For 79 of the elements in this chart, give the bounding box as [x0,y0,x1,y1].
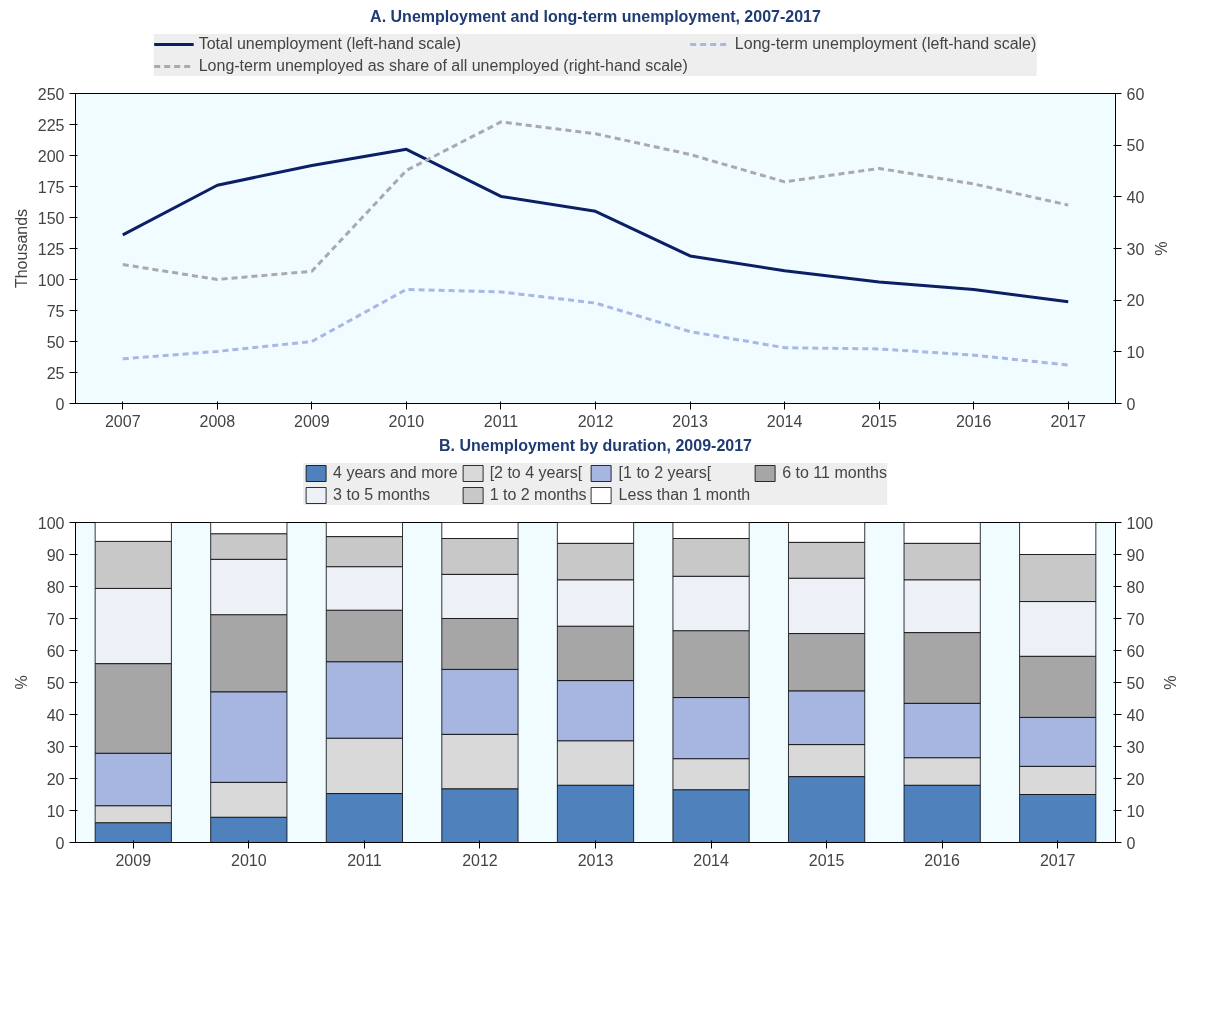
y-tick-label: 90 [46,546,65,564]
x-tick-label: 2010 [388,412,425,430]
y2-tick-label: 0 [1126,834,1136,852]
y2-tick-label: 60 [1126,642,1145,660]
y-tick-label: 40 [46,706,65,724]
y2-axis-title: % [1152,241,1170,256]
y-tick-label: 0 [55,834,65,852]
x-tick-label: 2007 [104,412,141,430]
line-series [121,287,1070,367]
y2-tick-label: 70 [1126,610,1145,628]
y-tick-label: 100 [37,514,65,532]
y2-tick-label: 40 [1126,706,1145,724]
chart-title: B. Unemployment by duration, 2009-2017 [439,436,753,454]
y2-tick-label: 50 [1126,674,1145,692]
x-tick-label: 2015 [861,412,898,430]
y-tick-label: 125 [37,240,65,258]
legend-label: [1 to 2 years[ [618,464,712,482]
y2-tick-label: 30 [1126,738,1145,756]
legend-label: Less than 1 month [618,486,751,504]
y2-tick-label: 30 [1126,240,1145,258]
legend-label: Total unemployment (left-hand scale) [198,35,462,53]
y2-tick-label: 0 [1126,395,1136,413]
y-tick-label: 50 [46,674,65,692]
legend-label: Long-term unemployment (left-hand scale) [734,35,1037,53]
x-tick-label: 2012 [462,851,498,869]
chart-title: A. Unemployment and long-term unemployment, 2007-2017 [370,7,821,25]
x-tick-label: 2009 [115,851,152,869]
line-series [121,147,1070,304]
y2-tick-label: 60 [1126,85,1145,103]
y-tick-label: 70 [46,610,65,628]
x-tick-label: 2016 [924,851,961,869]
x-tick-label: 2014 [766,412,803,430]
x-tick-label: 2014 [693,851,729,869]
y-tick-label: 30 [46,738,65,756]
legend-label: 4 years and more [333,464,458,482]
y2-tick-label: 20 [1126,292,1145,310]
x-tick-label: 2015 [808,851,845,869]
y-tick-label: 75 [46,302,65,320]
legend-label: Long-term unemployed as share of all unemployed (right-hand scale) [198,57,688,75]
line-series [121,120,1070,281]
y-tick-label: 200 [37,147,65,165]
y-tick-label: 80 [46,578,65,596]
y2-tick-label: 80 [1126,578,1145,596]
y2-tick-label: 10 [1126,802,1145,820]
y-tick-label: 0 [55,395,65,413]
x-tick-label: 2013 [672,412,708,430]
legend-label: 1 to 2 months [489,486,587,504]
y-tick-label: 50 [46,333,65,351]
x-tick-label: 2011 [347,851,382,869]
x-tick-label: 2017 [1050,412,1087,430]
x-tick-label: 2011 [483,412,519,430]
y-tick-label: 10 [46,802,65,820]
x-tick-label: 2009 [294,412,330,430]
y2-tick-label: 90 [1126,546,1145,564]
y2-tick-label: 100 [1126,514,1154,532]
y2-tick-label: 40 [1126,188,1145,206]
y-tick-label: 100 [37,271,65,289]
y2-tick-label: 20 [1126,770,1145,788]
y2-tick-label: 10 [1126,343,1145,361]
x-tick-label: 2013 [577,851,614,869]
y-tick-label: 225 [37,116,65,134]
legend-label: [2 to 4 years[ [489,464,583,482]
legend-label: 3 to 5 months [333,486,431,504]
x-tick-label: 2016 [955,412,992,430]
y-tick-label: 250 [37,85,65,103]
y-tick-label: 60 [46,642,65,660]
y2-axis-title: % [1161,675,1179,690]
legend-label: 6 to 11 months [782,464,887,482]
y-axis-title: Thousands [12,208,30,289]
y-tick-label: 25 [46,364,65,382]
x-tick-label: 2012 [577,412,614,430]
y-tick-label: 175 [37,178,65,196]
y2-tick-label: 50 [1126,137,1145,155]
y-axis-title: % [12,675,30,690]
x-tick-label: 2017 [1039,851,1076,869]
x-tick-label: 2010 [231,851,267,869]
x-tick-label: 2008 [199,412,236,430]
y-tick-label: 20 [46,770,65,788]
y-tick-label: 150 [37,209,65,227]
